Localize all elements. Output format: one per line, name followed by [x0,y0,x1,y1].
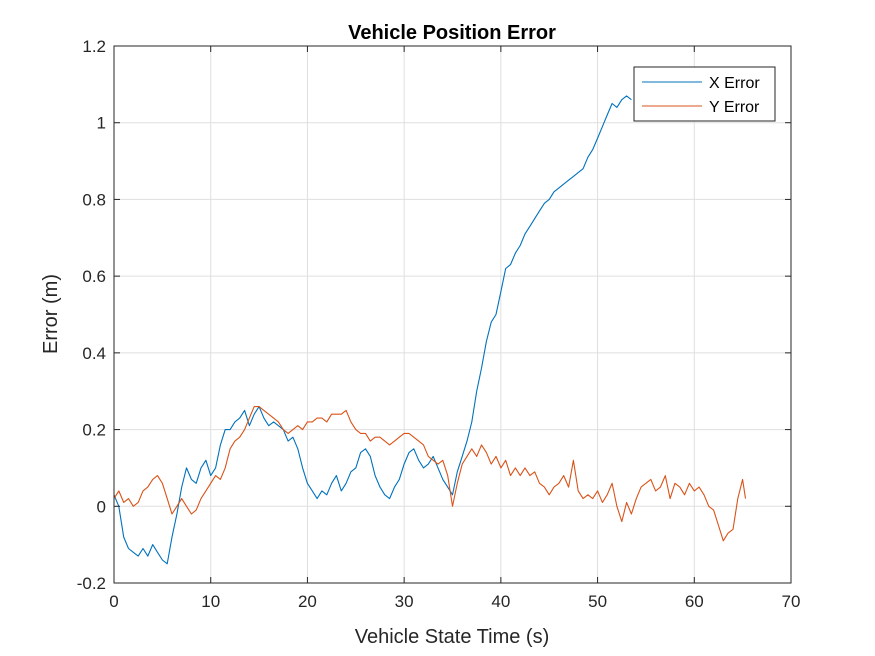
y-tick-label: 0 [97,497,106,516]
y-tick-label: 0.4 [82,344,106,363]
x-tick-label: 0 [109,592,118,611]
y-tick-label: 0.2 [82,421,106,440]
chart-title: Vehicle Position Error [348,22,556,44]
x-tick-label: 20 [298,592,317,611]
x-tick-label: 60 [685,592,704,611]
y-tick-label: -0.2 [77,574,106,593]
legend-label-y-error: Y Error [709,99,760,116]
x-tick-label: 50 [588,592,607,611]
legend-box [633,66,776,122]
legend: X Error Y Error [633,66,776,122]
plot-area [114,46,791,583]
y-tick-label: 0.8 [82,190,106,209]
y-axis-label: Error (m) [40,274,62,354]
y-tick-label: 1.2 [82,37,106,56]
plot-frame [113,45,792,584]
series-line-x-error [113,95,632,565]
series-layer [113,95,747,565]
x-tick-label: 30 [395,592,414,611]
axis-ticks: 0 10 20 30 40 50 60 70-0.200.20.40.60.811.2 [77,37,801,611]
y-tick-label: 0.6 [82,267,106,286]
x-tick-label: 10 [201,592,220,611]
x-axis-label: Vehicle State Time (s) [355,626,550,648]
x-tick-label: 40 [491,592,510,611]
legend-label-x-error: X Error [709,75,760,92]
x-tick-label: 70 [782,592,801,611]
series-line-y-error [113,406,747,542]
y-tick-label: 1 [97,114,106,133]
